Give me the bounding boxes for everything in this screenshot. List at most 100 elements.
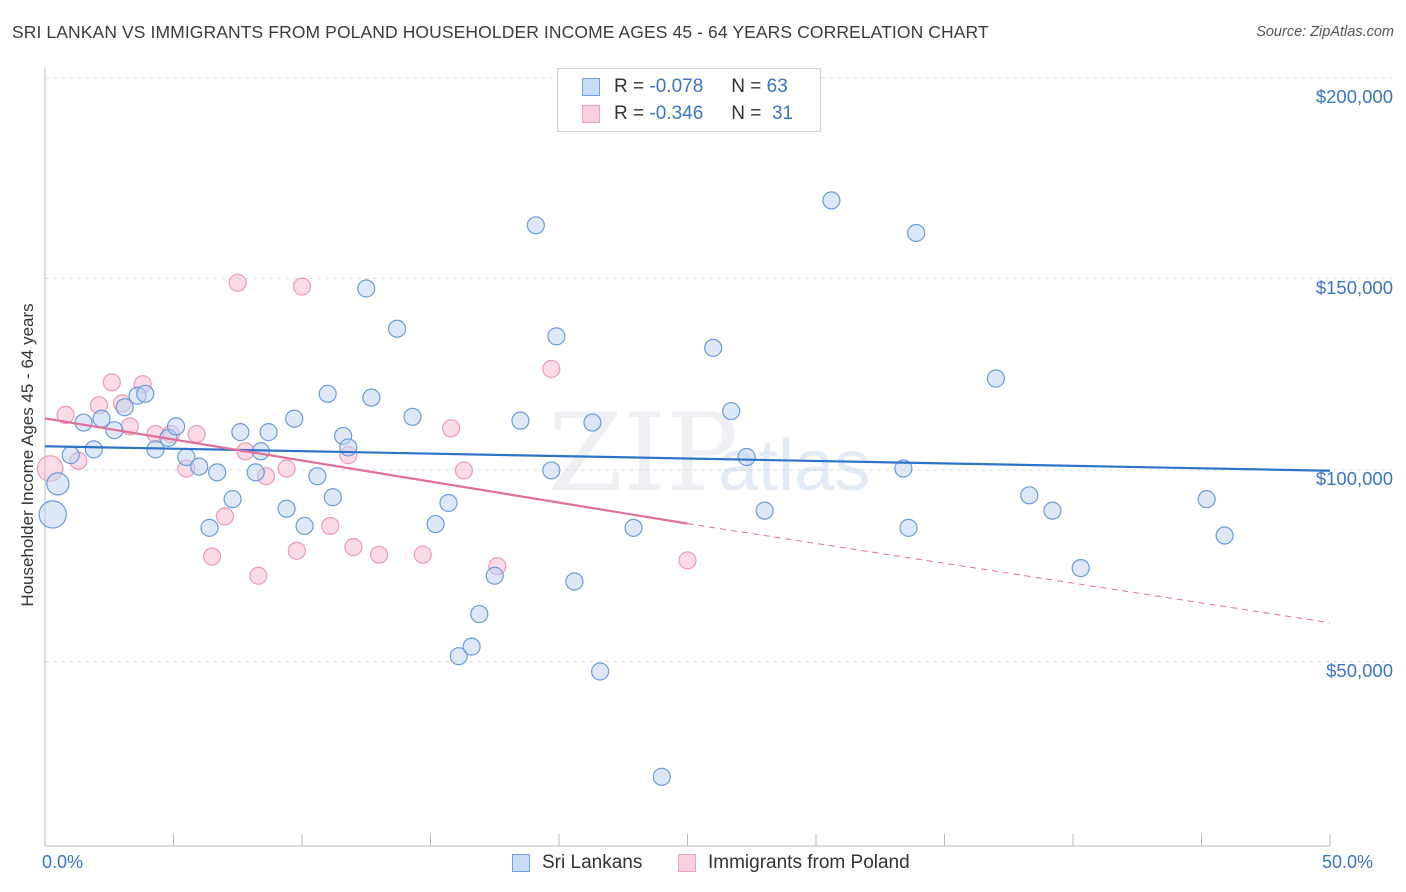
- sri-point: [323, 488, 342, 507]
- y-tick-200000: $200,000: [1315, 86, 1393, 107]
- sri-point: [624, 518, 643, 537]
- y-axis-label: Householder Income Ages 45 - 64 years: [18, 303, 37, 607]
- sri-point: [166, 417, 186, 436]
- sri-point: [362, 388, 381, 407]
- sri-point: [46, 472, 70, 496]
- x-tick-min: 0.0%: [42, 852, 84, 872]
- watermark-zip: ZIP: [548, 391, 738, 516]
- sri-point: [894, 459, 913, 478]
- sri-point: [308, 467, 327, 486]
- legend-row-sri: R = -0.078 N = 63: [582, 75, 788, 99]
- legend-r-value: -0.078: [649, 76, 704, 97]
- sri-point: [439, 493, 458, 513]
- trend-lines: [44, 417, 1331, 624]
- poland-point: [344, 537, 363, 557]
- series-sri-points: [38, 191, 1234, 786]
- legend-n-value: 63: [766, 76, 788, 97]
- sri-point: [526, 216, 545, 235]
- sri-point: [61, 446, 80, 465]
- sri-point: [208, 463, 227, 482]
- sri-point: [737, 447, 756, 467]
- sri-point: [38, 500, 67, 529]
- sri-point: [1020, 486, 1039, 505]
- sri-point: [190, 457, 209, 476]
- poland-point: [441, 419, 461, 438]
- poland-point: [56, 405, 75, 424]
- sri-point: [231, 423, 250, 442]
- sri-point: [318, 384, 337, 403]
- poland-point: [454, 461, 474, 480]
- sri-point: [136, 384, 155, 403]
- sri-point: [704, 338, 723, 357]
- sri-point: [822, 191, 841, 210]
- sri-point: [387, 319, 407, 338]
- sri-point: [462, 637, 481, 656]
- sri-point: [285, 409, 304, 428]
- sri-point: [403, 407, 422, 426]
- poland-point: [287, 541, 306, 560]
- sri-point: [277, 499, 296, 518]
- legend-swatch-sri: [582, 78, 600, 96]
- legend-swatch-sri: [512, 854, 530, 872]
- legend-swatch-poland: [678, 854, 696, 872]
- legend-label-sri: Sri Lankans: [542, 852, 643, 873]
- legend-item-poland[interactable]: Immigrants from Poland: [678, 852, 910, 874]
- poland-point: [228, 273, 247, 292]
- sri-point: [115, 398, 134, 417]
- trend-line-poland-extension: [687, 523, 1331, 624]
- chart-title: SRI LANKAN VS IMMIGRANTS FROM POLAND HOU…: [12, 22, 989, 42]
- sri-point: [259, 423, 278, 442]
- watermark-atlas: atlas: [718, 426, 870, 506]
- legend-n-label: N =: [731, 103, 762, 124]
- sri-point: [339, 438, 358, 457]
- sri-point: [547, 327, 566, 346]
- poland-point: [277, 459, 296, 478]
- sri-point: [722, 401, 741, 421]
- sri-point: [1197, 490, 1216, 509]
- sri-point: [223, 490, 242, 509]
- sri-point: [986, 369, 1006, 388]
- source-label: Source: ZipAtlas.com: [1256, 24, 1394, 40]
- poland-point: [215, 507, 234, 526]
- sri-point: [295, 516, 314, 536]
- legend-item-sri[interactable]: Sri Lankans: [512, 852, 642, 874]
- poland-point: [370, 545, 389, 564]
- sri-point: [1215, 526, 1234, 545]
- poland-point: [292, 277, 312, 296]
- sri-point: [74, 413, 93, 432]
- sri-point: [84, 440, 103, 459]
- sri-point: [899, 518, 918, 537]
- trend-line-poland: [44, 417, 688, 525]
- sri-point: [485, 566, 504, 585]
- poland-point: [678, 551, 697, 570]
- sri-point: [907, 223, 926, 243]
- sri-point: [357, 279, 376, 298]
- sri-point: [200, 518, 219, 537]
- poland-point: [102, 373, 121, 392]
- trend-line-sri: [44, 445, 1331, 472]
- sri-point: [1071, 558, 1090, 578]
- sri-point: [246, 463, 265, 482]
- poland-point: [413, 545, 432, 564]
- poland-point: [249, 566, 268, 585]
- watermark: ZIP atlas: [548, 391, 870, 516]
- sri-point: [652, 767, 671, 786]
- legend-row-poland: R = -0.346 N = 31: [582, 102, 793, 126]
- correlation-legend: R = -0.078 N = 63 R = -0.346 N = 31: [557, 68, 821, 132]
- poland-point: [202, 547, 222, 566]
- legend-swatch-poland: [582, 105, 600, 123]
- poland-point: [321, 516, 340, 536]
- legend-r-value: -0.346: [649, 103, 704, 124]
- y-tick-100000: $100,000: [1315, 468, 1393, 489]
- y-tick-150000: $150,000: [1315, 277, 1393, 298]
- sri-point: [1043, 501, 1062, 520]
- sri-point: [470, 604, 489, 624]
- legend-label-poland: Immigrants from Poland: [708, 852, 910, 873]
- legend-n-value: 31: [771, 103, 794, 124]
- sri-point: [755, 501, 774, 520]
- y-tick-50000: $50,000: [1326, 660, 1393, 681]
- sri-point: [583, 413, 602, 432]
- series-legend: Sri Lankans Immigrants from Poland: [0, 852, 1406, 876]
- x-tick-max: 50.0%: [1322, 852, 1374, 872]
